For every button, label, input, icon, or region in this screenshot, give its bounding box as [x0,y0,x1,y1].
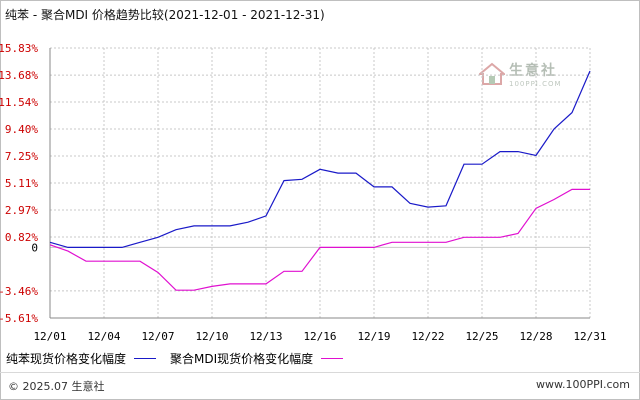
x-tick-label: 12/25 [465,330,498,343]
y-tick-label: 11.54% [0,96,38,109]
y-tick-label: 7.25% [5,150,38,163]
x-tick-label: 12/04 [87,330,120,343]
x-tick-label: 12/01 [33,330,66,343]
legend-swatch-series-1 [134,357,157,359]
y-tick-label: 13.68% [0,69,38,82]
watermark-url: 100PPI.COM [509,80,562,88]
grid [49,47,591,319]
x-axis-ticks: 12/01 12/04 12/07 12/10 12/13 12/16 12/19 12/22… [33,330,606,343]
y-axis-ticks: 15.83% 13.68% 11.54% 9.40% 7.25% 5.11% 2.97% 0.… [0,42,38,325]
x-tick-label: 12/16 [303,330,336,343]
series [49,70,591,291]
x-tick-label: 12/22 [411,330,444,343]
legend-swatch-series-2 [321,357,344,359]
legend-label-series-1: 纯苯现货价格变化幅度 [6,351,127,366]
chart-title: 纯苯 - 聚合MDI 价格趋势比较(2021-12-01 - 2021-12-3… [5,8,325,22]
chart-legend: 纯苯现货价格变化幅度 聚合MDI现货价格变化幅度 [6,348,357,368]
y-tick-label: -5.61% [0,312,38,325]
x-tick-label: 12/28 [519,330,552,343]
x-tick-label: 12/13 [249,330,282,343]
y-tick-label: 0 [31,241,38,254]
legend-item-series-1: 纯苯现货价格变化幅度 [6,350,157,367]
legend-label-series-2: 聚合MDI现货价格变化幅度 [170,351,314,366]
series-line-2 [49,188,590,291]
x-tick-label: 12/19 [357,330,390,343]
y-tick-label: 5.11% [5,177,38,190]
y-tick-label: 15.83% [0,42,38,55]
house-logo-icon [479,62,505,85]
x-tick-label: 12/31 [573,330,606,343]
legend-item-series-2: 聚合MDI现货价格变化幅度 [170,350,344,367]
x-tick-label: 12/10 [195,330,228,343]
y-tick-label: 2.97% [5,204,38,217]
footer-divider [0,372,640,373]
footer-copyright: © 2025.07 生意社 [8,380,105,393]
y-tick-label: 0.82% [5,231,38,244]
y-tick-label: 9.40% [5,123,38,136]
x-tick-label: 12/07 [141,330,174,343]
y-tick-label: -3.46% [0,285,38,298]
series-line-1 [49,70,591,248]
axes [49,48,590,319]
footer-site-link[interactable]: www.100PPI.com [536,378,630,391]
